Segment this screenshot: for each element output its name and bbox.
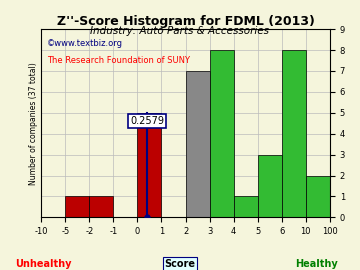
Bar <box>282 50 306 217</box>
Bar <box>65 197 89 217</box>
Title: Z''-Score Histogram for FDML (2013): Z''-Score Histogram for FDML (2013) <box>57 15 315 28</box>
Bar <box>210 50 234 217</box>
Bar <box>89 197 113 217</box>
Y-axis label: Number of companies (37 total): Number of companies (37 total) <box>30 62 39 185</box>
Text: Score: Score <box>165 259 195 269</box>
Bar <box>234 197 258 217</box>
Text: Unhealthy: Unhealthy <box>15 259 71 269</box>
Text: Healthy: Healthy <box>296 259 338 269</box>
Text: Industry: Auto Parts & Accessories: Industry: Auto Parts & Accessories <box>90 26 270 36</box>
Bar <box>258 155 282 217</box>
Text: 0.2579: 0.2579 <box>130 116 164 126</box>
Text: ©www.textbiz.org: ©www.textbiz.org <box>47 39 123 48</box>
Bar <box>138 113 162 217</box>
Bar <box>185 71 210 217</box>
Text: The Research Foundation of SUNY: The Research Foundation of SUNY <box>47 56 190 65</box>
Bar <box>306 176 330 217</box>
